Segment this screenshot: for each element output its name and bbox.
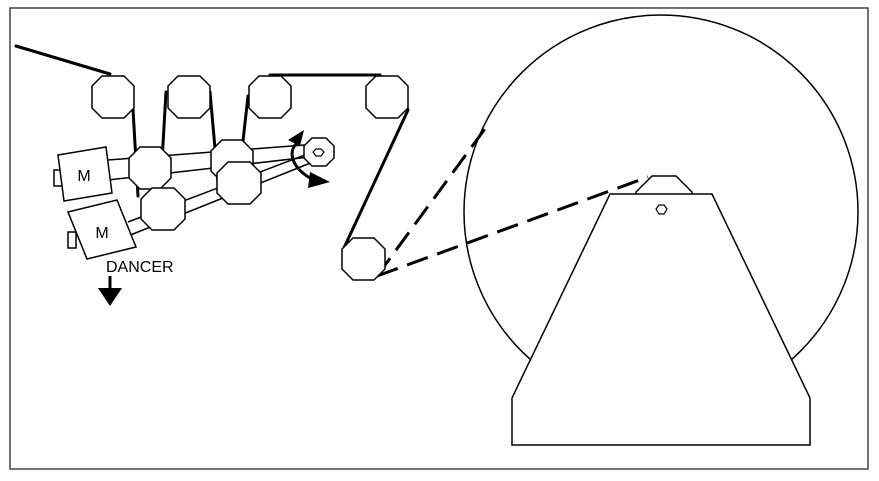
dancer-down-arrow xyxy=(98,276,122,306)
roller-4 xyxy=(365,75,409,119)
dancer-label: DANCER xyxy=(106,259,174,276)
motor-lower: M xyxy=(66,199,138,260)
dancer-rollers xyxy=(128,139,262,231)
reel-center-pin xyxy=(655,204,668,215)
web-dashed-path xyxy=(375,125,649,278)
dancer-roller-3 xyxy=(216,161,262,205)
rotation-arrow xyxy=(288,130,330,188)
motor-lower-label: M xyxy=(95,225,108,242)
roller-2 xyxy=(167,75,211,119)
guide-roller xyxy=(341,237,386,281)
motor-upper: M xyxy=(53,146,113,202)
reel-stand xyxy=(511,193,811,446)
top-rollers xyxy=(91,75,409,119)
arrowhead-right xyxy=(308,172,330,188)
motor-upper-label: M xyxy=(77,168,90,185)
arrowhead-up xyxy=(288,130,304,146)
dancer-roller-4 xyxy=(140,187,186,231)
roller-1 xyxy=(91,75,135,119)
dancer-roller-1 xyxy=(128,146,172,190)
roller-3 xyxy=(248,75,292,119)
pivot-pin xyxy=(312,148,325,157)
